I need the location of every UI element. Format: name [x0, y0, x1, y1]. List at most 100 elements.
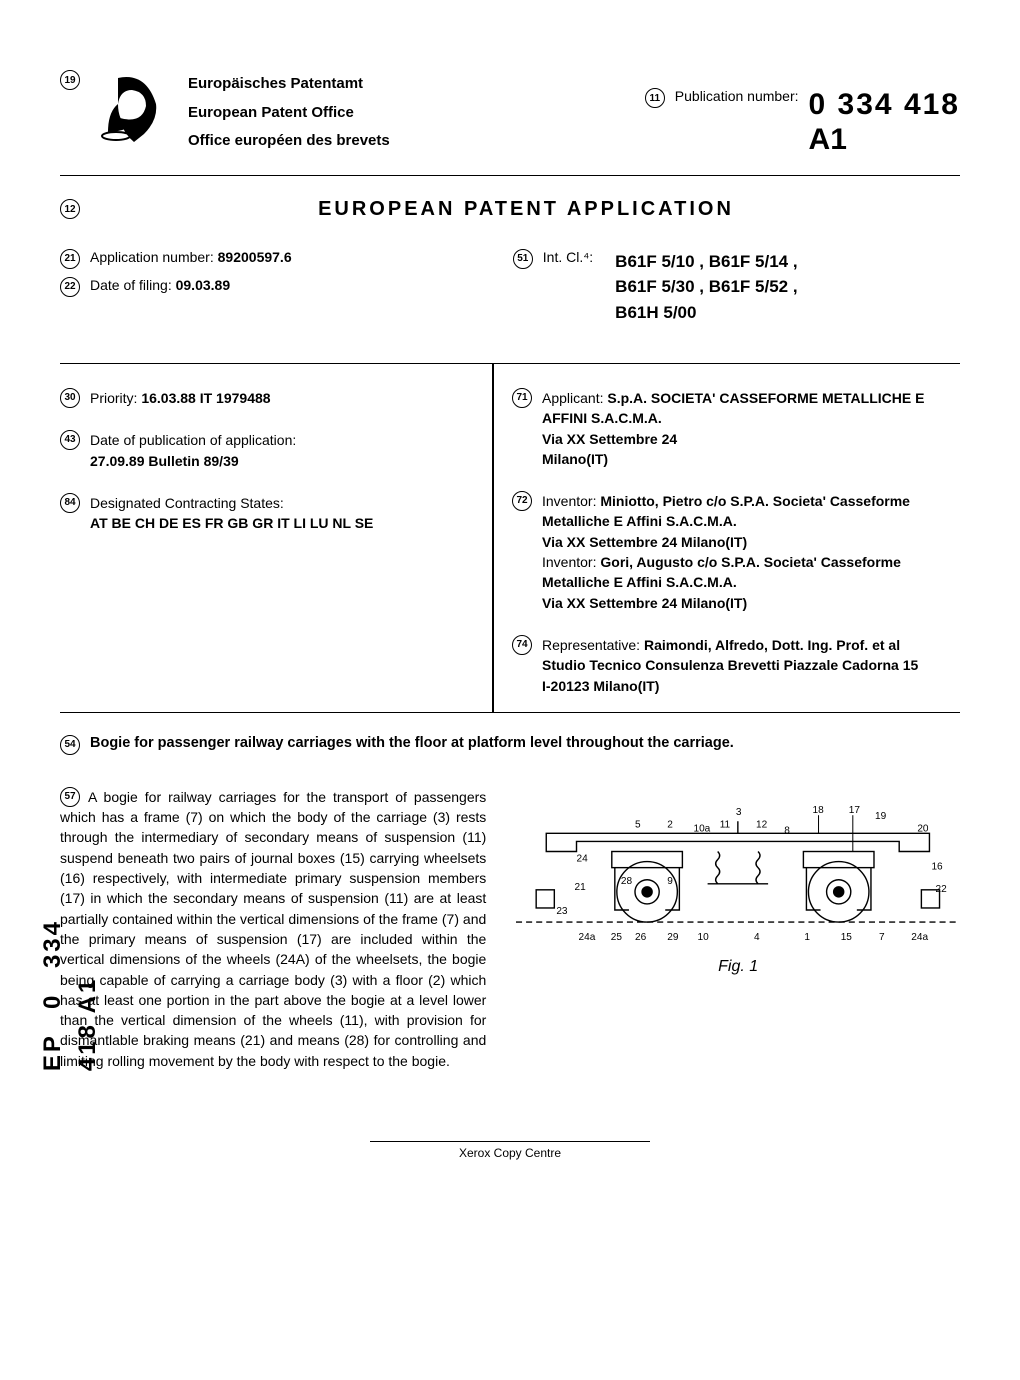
svg-text:29: 29 [668, 932, 680, 943]
filing-date: 22 Date of filing: 09.03.89 [60, 277, 473, 297]
designated-states: 84 Designated Contracting States: AT BE C… [60, 493, 472, 534]
office-de: Europäisches Patentamt [188, 70, 390, 99]
svg-text:16: 16 [932, 862, 944, 873]
inventor1-name: Miniotto, Pietro c/o S.P.A. Societa' Cas… [542, 493, 910, 529]
int-cl-codes: B61F 5/10 , B61F 5/14 , B61F 5/30 , B61F… [603, 249, 797, 326]
svg-text:26: 26 [635, 932, 647, 943]
svg-text:10: 10 [698, 932, 710, 943]
svg-text:1: 1 [805, 932, 811, 943]
abstract-row: EP 0 334 418 A1 57 A bogie for railway c… [60, 787, 960, 1071]
rep-label: Representative: [542, 637, 640, 653]
svg-text:25: 25 [611, 932, 623, 943]
rep-name: Raimondi, Alfredo, Dott. Ing. Prof. et a… [644, 637, 900, 653]
priority: 30 Priority: 16.03.88 IT 1979488 [60, 388, 472, 408]
inventor: 72 Inventor: Miniotto, Pietro c/o S.P.A.… [512, 491, 960, 613]
int-cl-label: Int. Cl.⁴: [543, 249, 593, 265]
application-number: 21 Application number: 89200597.6 [60, 249, 473, 269]
svg-text:7: 7 [879, 932, 885, 943]
inventor-label: Inventor: [542, 493, 596, 509]
svg-text:24: 24 [577, 853, 589, 864]
rule-biblio-bottom [60, 712, 960, 713]
priority-label: Priority: [90, 390, 137, 406]
biblio: 30 Priority: 16.03.88 IT 1979488 43 Date… [60, 388, 960, 706]
invention-title: Bogie for passenger railway carriages wi… [90, 735, 734, 751]
applicant-label: Applicant: [542, 390, 603, 406]
svg-text:2: 2 [668, 819, 674, 830]
abstract-text: A bogie for railway carriages for the tr… [60, 789, 486, 1069]
representative: 74 Representative: Raimondi, Alfredo, Do… [512, 635, 960, 696]
footer: Xerox Copy Centre [370, 1141, 650, 1160]
applicant: 71 Applicant: S.p.A. SOCIETA' CASSEFORME… [512, 388, 960, 469]
publication-block: 11 Publication number: 0 334 418 A1 [645, 70, 960, 157]
code-74: 74 [512, 635, 532, 655]
int-cl: 51 Int. Cl.⁴: B61F 5/10 , B61F 5/14 , B6… [513, 249, 960, 326]
rep-addr: I-20123 Milano(IT) [542, 678, 659, 694]
states-label: Designated Contracting States: [90, 495, 284, 511]
rep-firm: Studio Tecnico Consulenza Brevetti Piazz… [542, 657, 918, 673]
side-label: EP 0 334 418 A1 [36, 919, 106, 1071]
code-84: 84 [60, 493, 80, 513]
svg-text:18: 18 [813, 805, 825, 816]
pub-date-value: 27.09.89 Bulletin 89/39 [90, 453, 239, 469]
inventor2-name: Gori, Augusto c/o S.P.A. Societa' Cassef… [542, 554, 901, 590]
applicant-addr1: Via XX Settembre 24 [542, 431, 677, 447]
filing-date-label: Date of filing: [90, 277, 172, 293]
svg-text:22: 22 [936, 884, 948, 895]
abstract-text-block: EP 0 334 418 A1 57 A bogie for railway c… [60, 787, 486, 1071]
code-57: 57 [60, 787, 80, 807]
header: 19 Europäisches Patentamt European Paten… [60, 70, 960, 157]
doc-type-title: EUROPEAN PATENT APPLICATION [92, 198, 960, 221]
publication-suffix: A1 [809, 123, 960, 157]
svg-text:10a: 10a [694, 823, 711, 834]
code-30: 30 [60, 388, 80, 408]
inventor2-label: Inventor: [542, 554, 596, 570]
svg-text:24a: 24a [579, 932, 596, 943]
svg-text:12: 12 [756, 819, 768, 830]
app-number-label: Application number: [90, 249, 214, 265]
invention-title-row: 54 Bogie for passenger railway carriages… [60, 735, 960, 755]
svg-text:9: 9 [668, 876, 674, 887]
figure-label: Fig. 1 [718, 958, 758, 976]
code-43: 43 [60, 430, 80, 450]
svg-text:15: 15 [841, 932, 853, 943]
office-en: European Patent Office [188, 99, 390, 128]
svg-text:23: 23 [557, 906, 569, 917]
app-number-value: 89200597.6 [218, 249, 292, 265]
figure-block: 3 18 17 19 20 5 2 10a 11 12 8 24 28 9 16… [516, 787, 960, 1071]
office-names: Europäisches Patentamt European Patent O… [188, 70, 390, 156]
publication-label: Publication number: [675, 88, 799, 104]
filing-date-value: 09.03.89 [176, 277, 231, 293]
states-value: AT BE CH DE ES FR GB GR IT LI LU NL SE [90, 515, 373, 531]
applicant-addr2: Milano(IT) [542, 451, 608, 467]
rule-top [60, 175, 960, 176]
code-71: 71 [512, 388, 532, 408]
svg-text:24a: 24a [912, 932, 929, 943]
svg-text:11: 11 [720, 819, 731, 830]
office-fr: Office européen des brevets [188, 127, 390, 156]
svg-text:8: 8 [785, 825, 791, 836]
meta-block: 21 Application number: 89200597.6 22 Dat… [60, 249, 960, 334]
svg-text:28: 28 [621, 876, 633, 887]
code-72: 72 [512, 491, 532, 511]
svg-text:4: 4 [754, 932, 760, 943]
code-11: 11 [645, 88, 665, 108]
publication-number: 0 334 418 [809, 88, 960, 123]
code-12: 12 [60, 199, 80, 219]
svg-text:17: 17 [849, 805, 861, 816]
pub-date-label: Date of publication of application: [90, 432, 296, 448]
code-19: 19 [60, 70, 80, 90]
rule-mid [60, 363, 960, 364]
publication-date: 43 Date of publication of application: 27… [60, 430, 472, 471]
svg-text:3: 3 [736, 807, 742, 818]
figure-1: 3 18 17 19 20 5 2 10a 11 12 8 24 28 9 16… [516, 791, 960, 952]
biblio-divider [492, 364, 494, 712]
doc-type-row: 12 EUROPEAN PATENT APPLICATION [60, 198, 960, 221]
priority-value: 16.03.88 IT 1979488 [141, 390, 270, 406]
inventor2-addr: Via XX Settembre 24 Milano(IT) [542, 595, 747, 611]
svg-text:19: 19 [875, 811, 887, 822]
code-54: 54 [60, 735, 80, 755]
epo-logo [98, 70, 170, 150]
code-22: 22 [60, 277, 80, 297]
inventor1-addr: Via XX Settembre 24 Milano(IT) [542, 534, 747, 550]
svg-text:21: 21 [575, 882, 587, 893]
